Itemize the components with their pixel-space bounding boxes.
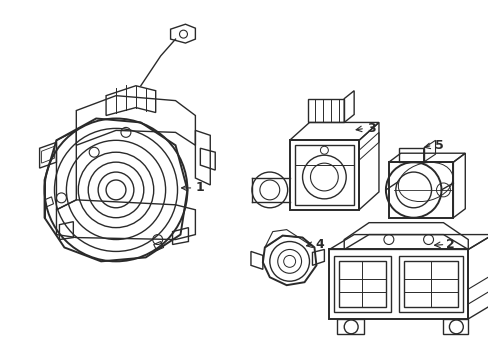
Text: 4: 4: [316, 238, 324, 251]
Text: 5: 5: [435, 139, 443, 152]
Text: 2: 2: [446, 238, 455, 251]
Text: 1: 1: [196, 181, 204, 194]
Text: 3: 3: [367, 122, 376, 135]
